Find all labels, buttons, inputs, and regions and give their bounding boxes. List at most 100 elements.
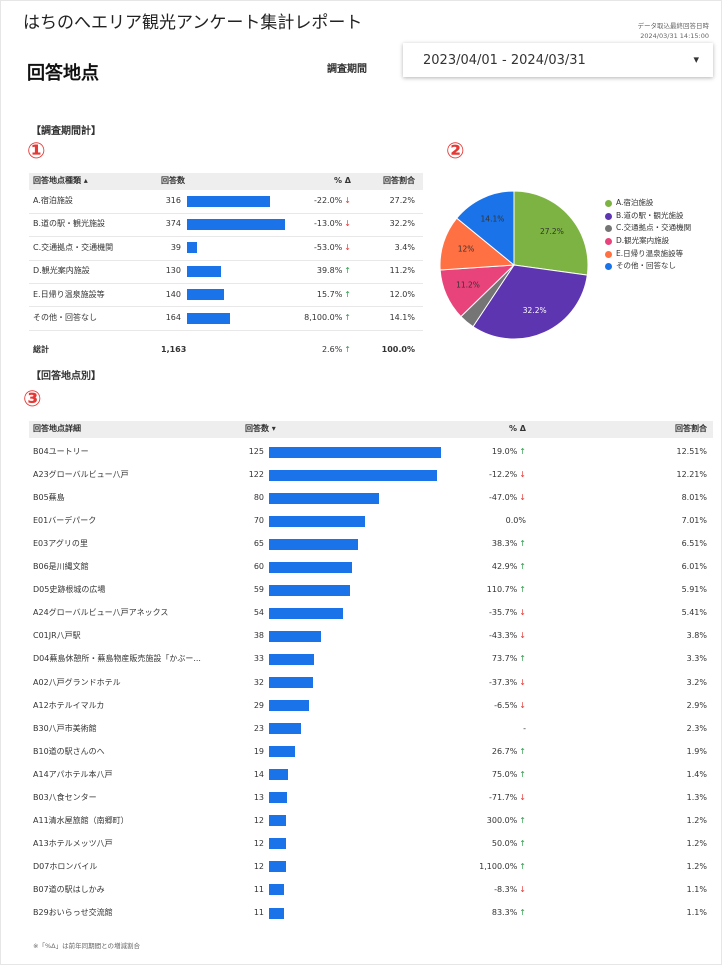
delta-cell: -37.3% ↓ [488,677,526,687]
share: 1.1% [686,884,707,894]
row-divider [29,282,423,284]
count-bar [269,677,314,688]
delta: 73.7% [491,654,518,664]
legend-label: D.観光案内施設 [616,235,670,245]
count: 12 [253,815,264,825]
trend-arrow: ↑ [519,838,526,848]
legend-swatch [605,200,612,207]
delta-cell: 38.3% ↑ [492,540,526,548]
trend-arrow: ↑ [344,289,351,299]
trend-arrow: ↓ [519,700,526,710]
delta: 50.0% [491,838,518,848]
count-bar [269,861,286,873]
page-title: 回答地点 [27,63,99,84]
place-name: B03八食センター [33,792,97,802]
share: 8.01% [681,493,707,503]
delta: -8.3% [494,884,518,894]
share: 7.01% [681,516,707,526]
trend-arrow: ↑ [344,345,351,354]
delta-cell: 42.9% ↑ [492,563,526,571]
trend-arrow: ↑ [519,562,526,572]
trend-arrow: ↓ [344,196,351,205]
legend-swatch [605,250,612,258]
delta: -71.7% [488,792,518,802]
count-bar [269,538,359,550]
count-bar [269,584,351,596]
delta-cell: 1,100.0% ↑ [479,861,526,871]
share: 1.4% [686,769,707,779]
count: 14 [253,769,264,779]
row-divider [29,212,423,214]
share: 5.91% [681,585,707,595]
count: 11 [253,884,264,894]
share: 2.3% [686,723,707,733]
delta: -35.7% [488,608,518,618]
count: 39 [170,242,181,252]
count-bar [269,700,309,712]
column-header: % Δ [509,424,526,433]
share: 1.3% [686,792,707,802]
share: 3.8% [686,631,707,641]
place-name: A24グローバルビュー八戸アネックス [33,608,169,618]
legend-swatch [605,225,612,233]
count-bar [269,815,286,827]
delta-cell: -12.2% ↓ [489,471,526,479]
delta-cell: 2.6% ↑ [322,346,351,354]
table-header-bg [29,421,713,438]
legend-swatch [605,212,612,220]
delta: -13.0% [313,219,343,229]
trend-arrow: ↓ [519,792,526,802]
place-name: C.交通拠点・交通機関 [33,242,114,252]
count-bar [269,561,352,573]
delta-cell: 75.0% ↑ [492,770,526,779]
delta-cell: 110.7% ↑ [487,586,526,594]
count: 59 [253,585,264,595]
pie-chart: 27.2% 32.2% 11.2% 12% 14.1% [439,190,589,340]
legend-label: A.宿泊施設 [616,198,654,207]
count-bar [269,492,380,504]
share: 3.2% [686,677,707,687]
share: 11.2% [389,266,415,276]
count: 38 [253,631,264,641]
place-name: D07ホロンバイル [33,861,98,871]
delta-cell: 39.8% ↑ [317,267,351,275]
count-bar [269,838,286,850]
place-name: E01バーデパーク [33,516,97,526]
count: 29 [253,700,264,710]
place-name: A13ホテルメッツ八戸 [33,838,113,848]
count: 130 [165,266,181,276]
count: 140 [165,289,181,299]
legend: A.宿泊施設 B.道の駅・観光施設 C.交通拠点・交通機関 D.観光案内施設 E.日帰り… [605,198,717,275]
delta: -37.3% [488,677,518,687]
period-dropdown[interactable]: 2023/04/01 - 2024/03/31 ▾ [403,43,713,77]
trend-arrow: ↑ [519,539,526,549]
count: 11 [253,908,264,917]
count: 60 [253,562,264,572]
row-divider [29,259,423,261]
marker: ① [27,139,46,164]
trend-arrow: ↓ [344,219,351,229]
place-name: B05蕪島 [33,493,65,503]
count: 70 [253,516,264,526]
count: 164 [165,313,181,322]
total-share: 100.0% [381,345,415,354]
delta-cell: -8.3% ↓ [494,884,526,894]
section-heading: 【回答地点別】 [31,371,101,382]
place-name: A.宿泊施設 [33,196,73,205]
trend-arrow: ↑ [344,313,351,322]
place-name: B29おいらっせ交流館 [33,908,113,917]
count-bar [269,907,285,919]
delta-cell: -47.0% ↓ [489,494,526,502]
trend-arrow: ↑ [519,861,526,871]
delta-cell: 26.7% ↑ [492,747,526,756]
count-bar [187,242,198,254]
trend-arrow: ↓ [344,242,351,252]
legend-swatch [605,263,612,271]
delta: -12.2% [488,470,518,480]
trend-arrow: ↓ [519,677,526,687]
legend-item: A.宿泊施設 [605,198,717,208]
count-bar [269,515,366,527]
slice-label: 14.1% [481,215,505,224]
delta: 39.8% [316,266,343,276]
